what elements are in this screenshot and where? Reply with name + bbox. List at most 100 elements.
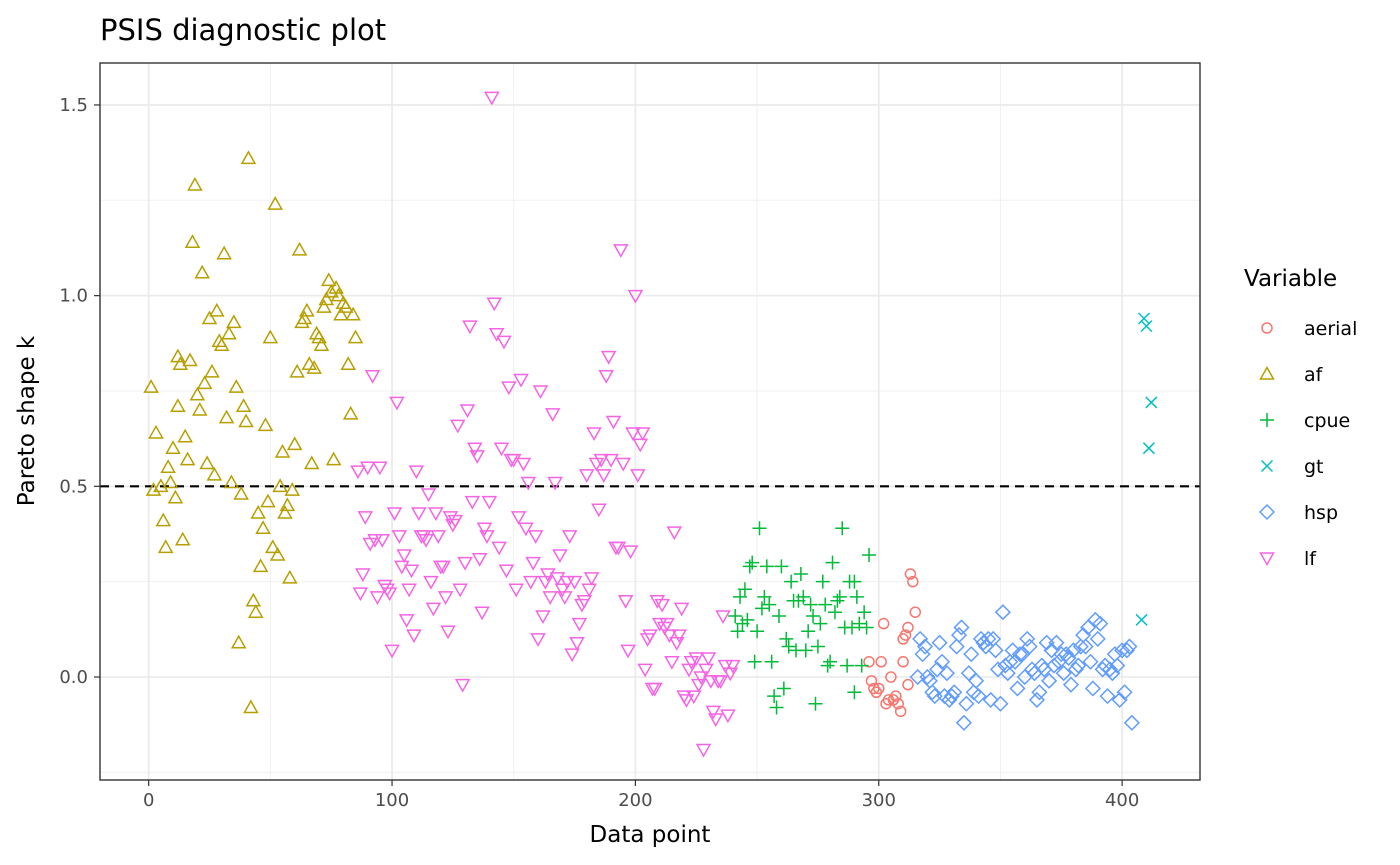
data-point xyxy=(890,690,902,702)
data-point xyxy=(544,408,561,422)
data-point xyxy=(916,638,934,655)
data-point xyxy=(1104,665,1121,682)
x-tick-label: 300 xyxy=(862,790,896,811)
data-point xyxy=(525,556,541,571)
data-point xyxy=(160,459,176,474)
data-point xyxy=(603,453,619,468)
data-point xyxy=(885,671,897,683)
data-point xyxy=(810,639,825,654)
data-point xyxy=(420,488,437,502)
axis-ticks: 0 100 200 300 400 0.0 0.5 1.0 1.5 xyxy=(59,95,1139,811)
data-point xyxy=(737,582,752,597)
data-point xyxy=(832,589,847,604)
data-point xyxy=(226,314,242,329)
data-point xyxy=(825,555,840,570)
data-point xyxy=(153,478,169,493)
data-point xyxy=(228,379,245,393)
data-point xyxy=(206,466,223,481)
data-point xyxy=(1002,653,1019,670)
legend-key xyxy=(1260,459,1274,473)
data-point xyxy=(897,656,909,668)
data-point xyxy=(425,602,442,617)
data-point xyxy=(924,684,941,701)
data-point xyxy=(430,530,447,544)
data-point xyxy=(728,609,743,624)
data-point xyxy=(350,465,366,480)
data-point xyxy=(712,675,729,689)
data-point xyxy=(265,539,281,554)
data-point xyxy=(1123,714,1140,731)
data-point xyxy=(247,604,264,618)
data-point xyxy=(401,583,417,598)
data-point xyxy=(759,559,774,574)
data-point xyxy=(191,402,208,416)
data-point xyxy=(282,569,298,584)
data-point xyxy=(1065,642,1082,659)
data-point xyxy=(182,352,198,367)
data-point xyxy=(693,671,709,686)
data-point xyxy=(196,375,213,390)
data-point xyxy=(340,356,357,371)
data-point xyxy=(262,329,279,344)
data-points xyxy=(143,91,1158,758)
data-point xyxy=(148,424,164,439)
data-point xyxy=(223,474,240,489)
x-axis-title: Data point xyxy=(590,822,711,848)
data-point xyxy=(661,629,678,644)
legend-key xyxy=(1260,413,1274,427)
data-point xyxy=(776,681,791,696)
data-point xyxy=(518,522,534,537)
data-point xyxy=(471,553,488,567)
data-point xyxy=(510,511,527,525)
data-point xyxy=(440,625,456,640)
data-point xyxy=(508,583,524,598)
data-point xyxy=(1145,396,1158,409)
data-point xyxy=(1031,684,1048,701)
legend-item-aerial: aerial xyxy=(1261,318,1357,340)
data-point xyxy=(177,428,193,443)
data-point xyxy=(260,493,276,508)
data-point xyxy=(576,595,593,609)
legend-item-gt: gt xyxy=(1260,456,1324,478)
data-point xyxy=(218,409,235,424)
data-point xyxy=(919,668,936,686)
data-point xyxy=(617,595,634,609)
data-point xyxy=(1077,638,1094,655)
data-point xyxy=(423,575,439,590)
data-point xyxy=(403,564,420,579)
data-point xyxy=(1137,312,1151,325)
legend-key xyxy=(1259,552,1275,567)
data-point xyxy=(391,530,408,544)
y-tick-label: 1.5 xyxy=(59,95,88,116)
data-point xyxy=(982,691,999,708)
data-point xyxy=(678,694,695,708)
data-point xyxy=(994,604,1011,621)
data-point xyxy=(664,656,680,670)
data-point xyxy=(798,643,813,658)
data-point xyxy=(784,574,799,589)
data-point xyxy=(209,302,225,317)
legend-key xyxy=(1258,503,1276,521)
data-point xyxy=(418,533,434,548)
data-point xyxy=(595,469,612,483)
data-point xyxy=(189,386,206,401)
y-tick-label: 0.5 xyxy=(59,476,88,497)
data-point xyxy=(830,593,845,608)
data-point xyxy=(779,631,794,646)
data-point xyxy=(569,636,585,651)
data-point xyxy=(459,404,476,419)
data-point xyxy=(1060,649,1077,667)
data-point xyxy=(221,325,237,340)
x-tick-label: 0 xyxy=(143,790,154,811)
data-point xyxy=(578,469,595,483)
data-point xyxy=(1043,642,1060,659)
data-point xyxy=(762,597,777,612)
y-tick-label: 1.0 xyxy=(59,286,88,307)
data-point xyxy=(818,597,833,612)
data-point xyxy=(1135,613,1148,626)
data-point xyxy=(564,648,580,663)
series-aerial xyxy=(863,568,922,718)
data-point xyxy=(449,419,466,434)
data-point xyxy=(330,287,347,302)
